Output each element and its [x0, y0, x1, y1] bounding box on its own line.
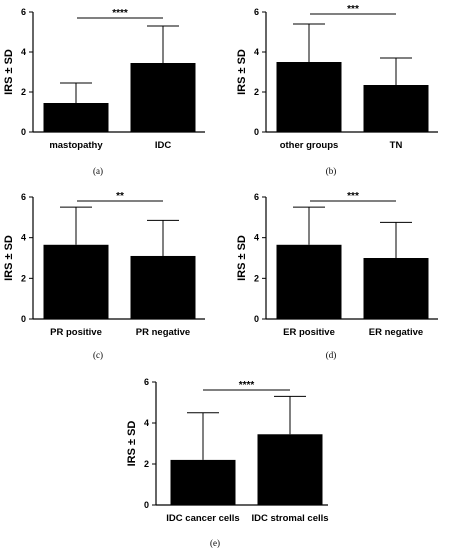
y-axis-label: IRS ± SD	[236, 49, 248, 95]
y-tick-label: 4	[21, 47, 26, 57]
category-label: PR positive	[50, 327, 102, 338]
y-axis-label: IRS ± SD	[126, 421, 138, 467]
panel-caption: (e)	[210, 538, 220, 548]
y-tick-label: 6	[21, 7, 26, 17]
category-label: IDC cancer cells	[166, 513, 239, 524]
y-axis-label: IRS ± SD	[236, 235, 248, 281]
panel-caption: (b)	[325, 166, 337, 176]
y-tick-label: 4	[21, 233, 26, 243]
category-label: IDC	[155, 140, 172, 151]
bar-1	[276, 62, 342, 132]
category-label: ER negative	[369, 327, 423, 338]
bar-1	[43, 244, 109, 319]
y-tick-label: 4	[254, 47, 259, 57]
y-tick-label: 4	[254, 233, 259, 243]
significance-label: ****	[239, 380, 255, 391]
bar-2	[363, 85, 429, 132]
category-label: PR negative	[136, 327, 190, 338]
bar-1	[43, 103, 109, 132]
y-tick-label: 2	[21, 87, 26, 97]
panel-caption: (d)	[325, 350, 337, 360]
bar-2	[363, 258, 429, 319]
category-label: ER positive	[283, 327, 335, 338]
category-label: mastopathy	[49, 140, 103, 151]
chart-panel-5: 0 2 4 6 IRS ± SD IDC cancer cells IDC stromal …	[126, 377, 329, 524]
bar-1	[170, 459, 236, 505]
bar-2	[130, 255, 196, 319]
significance-label: ***	[347, 4, 359, 15]
chart-panel-4: 0 2 4 6 IRS ± SD ER positive ER negative ***	[236, 191, 438, 338]
panel-caption: (a)	[93, 166, 103, 176]
y-tick-label: 0	[254, 127, 259, 137]
y-tick-label: 0	[144, 500, 149, 510]
category-label: IDC stromal cells	[251, 513, 328, 524]
y-tick-label: 0	[21, 314, 26, 324]
y-tick-label: 4	[144, 418, 149, 428]
y-tick-label: 0	[254, 314, 259, 324]
y-tick-label: 6	[254, 7, 259, 17]
y-axis-label: IRS ± SD	[3, 49, 15, 95]
y-tick-label: 6	[254, 192, 259, 202]
category-label: TN	[390, 140, 403, 151]
y-tick-label: 2	[21, 273, 26, 283]
y-tick-label: 0	[21, 127, 26, 137]
panel-caption: (c)	[93, 350, 103, 360]
y-axis-label: IRS ± SD	[3, 235, 15, 281]
chart-panel-3: 0 2 4 6 IRS ± SD PR positive PR negative **	[3, 191, 205, 338]
significance-label: **	[116, 191, 124, 202]
y-tick-label: 2	[254, 87, 259, 97]
significance-label: ****	[112, 8, 128, 19]
y-tick-label: 2	[254, 273, 259, 283]
y-tick-label: 6	[144, 377, 149, 387]
bar-2	[130, 63, 196, 132]
bar-1	[276, 244, 342, 319]
y-tick-label: 2	[144, 459, 149, 469]
bar-2	[257, 434, 323, 505]
chart-panel-1: 0 2 4 6 IRS ± SD mastopathy IDC ****	[3, 7, 205, 151]
y-tick-label: 6	[21, 192, 26, 202]
chart-panel-2: 0 2 4 6 IRS ± SD other groups TN ***	[236, 4, 438, 151]
significance-label: ***	[347, 191, 359, 202]
category-label: other groups	[280, 140, 339, 151]
